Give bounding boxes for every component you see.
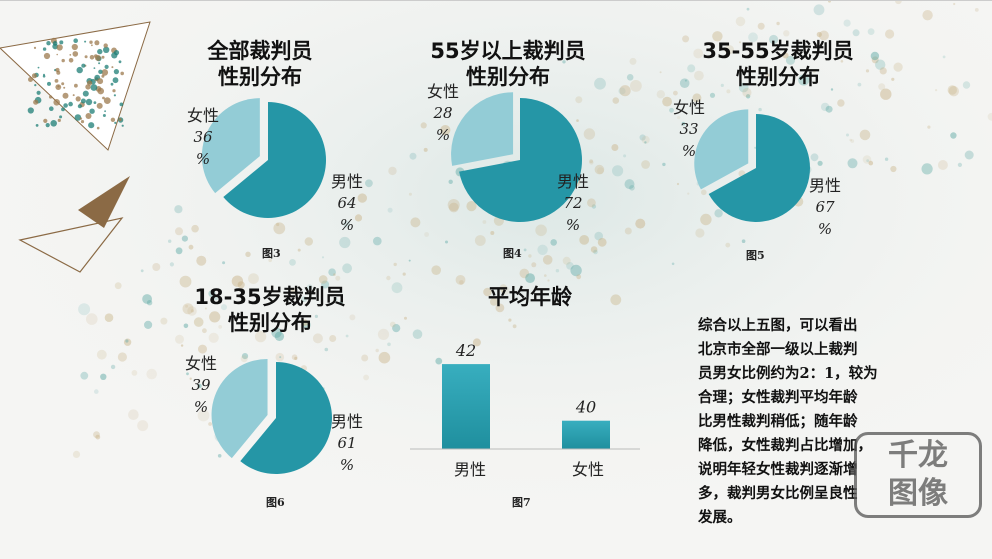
summary-line: 降低，女性裁判占比增加， — [698, 437, 872, 454]
pie-label-female: 女性 28% — [418, 82, 468, 146]
slice-percent-sign: % — [565, 216, 581, 234]
pie-slice-female — [694, 109, 749, 190]
pie-chart-fig3 — [201, 98, 327, 219]
pie-title-line: 性别分布 — [218, 65, 302, 89]
summary-line: 发展。 — [698, 509, 742, 526]
pie-label-male: 男性 64% — [322, 172, 372, 236]
bar-female — [562, 420, 610, 449]
pie-title-fig3: 全部裁判员 性别分布 — [150, 38, 370, 90]
slice-name: 女性 — [184, 354, 217, 373]
pie-chart-fig4 — [451, 92, 583, 222]
figure-label-7: 图7 — [512, 496, 531, 509]
figure-label-fig5: 图5 — [746, 249, 765, 262]
pie-slice-female — [451, 92, 514, 166]
slice-percent: 67 — [815, 198, 835, 216]
pie-slice-male — [223, 102, 327, 219]
summary-line: 综合以上五图，可以看出 — [698, 317, 858, 334]
summary-line: 比男性裁判稍低；随年龄 — [698, 413, 858, 430]
watermark-stamp: 千龙 图像 — [854, 432, 982, 518]
slice-percent-sign: % — [435, 126, 451, 144]
decor-triangle-outline — [18, 217, 124, 273]
pie-chart-fig5 — [694, 109, 811, 222]
slice-name: 男性 — [330, 172, 363, 191]
slice-name: 男性 — [556, 172, 589, 191]
slice-percent: 36 — [193, 128, 213, 146]
pie-title-fig4: 55岁以上裁判员 性别分布 — [398, 38, 618, 90]
slice-percent: 33 — [679, 120, 699, 138]
slice-percent-sign: % — [817, 220, 833, 238]
slice-name: 女性 — [672, 98, 705, 117]
pie-title-line: 全部裁判员 — [207, 39, 313, 63]
bar-male — [442, 364, 490, 449]
pie-label-male: 男性 72% — [548, 172, 598, 236]
pie-label-female: 女性 33% — [664, 98, 714, 162]
pie-title-line: 性别分布 — [228, 311, 312, 335]
slice-percent: 61 — [337, 434, 357, 452]
bar-value-label: 40 — [575, 398, 596, 417]
decor-triangle-brown — [78, 176, 130, 228]
slice-name: 女性 — [186, 106, 219, 125]
pie-slice-male — [240, 362, 332, 474]
pie-title-line: 性别分布 — [736, 65, 820, 89]
figure-label-fig3: 图3 — [262, 247, 281, 260]
pie-title-line: 55岁以上裁判员 — [430, 39, 586, 63]
slice-percent: 28 — [433, 104, 453, 122]
slice-name: 男性 — [330, 412, 363, 431]
slice-name: 女性 — [426, 82, 459, 101]
pie-title-fig6: 18-35岁裁判员 性别分布 — [160, 284, 380, 336]
slice-percent-sign: % — [339, 216, 355, 234]
watermark-line: 千龙 — [888, 438, 948, 473]
pie-slice-male — [708, 114, 811, 222]
slice-percent-sign: % — [193, 398, 209, 416]
slice-name: 男性 — [808, 176, 841, 195]
pie-label-female: 女性 39% — [176, 354, 226, 418]
figure-label-fig6: 图6 — [266, 496, 285, 509]
pie-slice-female — [211, 358, 268, 459]
figure-label-fig4: 图4 — [503, 247, 522, 260]
pie-label-male: 男性 61% — [322, 412, 372, 476]
bar-category-male: 男性 — [453, 460, 486, 479]
slice-percent-sign: % — [195, 150, 211, 168]
slice-percent: 64 — [337, 194, 357, 212]
bar-chart-title: 平均年龄 — [488, 285, 572, 309]
bar-chart: 42 40 — [410, 341, 640, 450]
bar-value-label: 42 — [455, 341, 476, 360]
slice-percent-sign: % — [339, 456, 355, 474]
watermark-line: 图像 — [888, 476, 948, 511]
summary-line: 多，裁判男女比例呈良性 — [698, 485, 858, 502]
slice-percent: 39 — [191, 376, 211, 394]
pie-slice-female — [201, 98, 260, 194]
pie-title-line: 18-35岁裁判员 — [194, 285, 346, 309]
pie-title-line: 性别分布 — [466, 65, 550, 89]
slice-percent-sign: % — [681, 142, 697, 160]
summary-line: 北京市全部一级以上裁判 — [698, 341, 858, 358]
summary-line: 员男女比例约为2：1，较为 — [698, 365, 878, 382]
summary-paragraph: 综合以上五图，可以看出 北京市全部一级以上裁判 员男女比例约为2：1，较为 合理… — [698, 314, 898, 530]
slice-percent: 72 — [563, 194, 583, 212]
bar-category-female: 女性 — [571, 460, 604, 479]
pie-chart-fig6 — [211, 358, 332, 474]
summary-line: 说明年轻女性裁判逐渐增 — [698, 461, 858, 478]
pie-label-male: 男性 67% — [800, 176, 850, 240]
pie-title-line: 35-55岁裁判员 — [702, 39, 854, 63]
pie-title-fig5: 35-55岁裁判员 性别分布 — [668, 38, 888, 90]
pie-label-female: 女性 36% — [178, 106, 228, 170]
pie-slice-male — [459, 98, 583, 222]
summary-line: 合理；女性裁判平均年龄 — [698, 389, 858, 406]
